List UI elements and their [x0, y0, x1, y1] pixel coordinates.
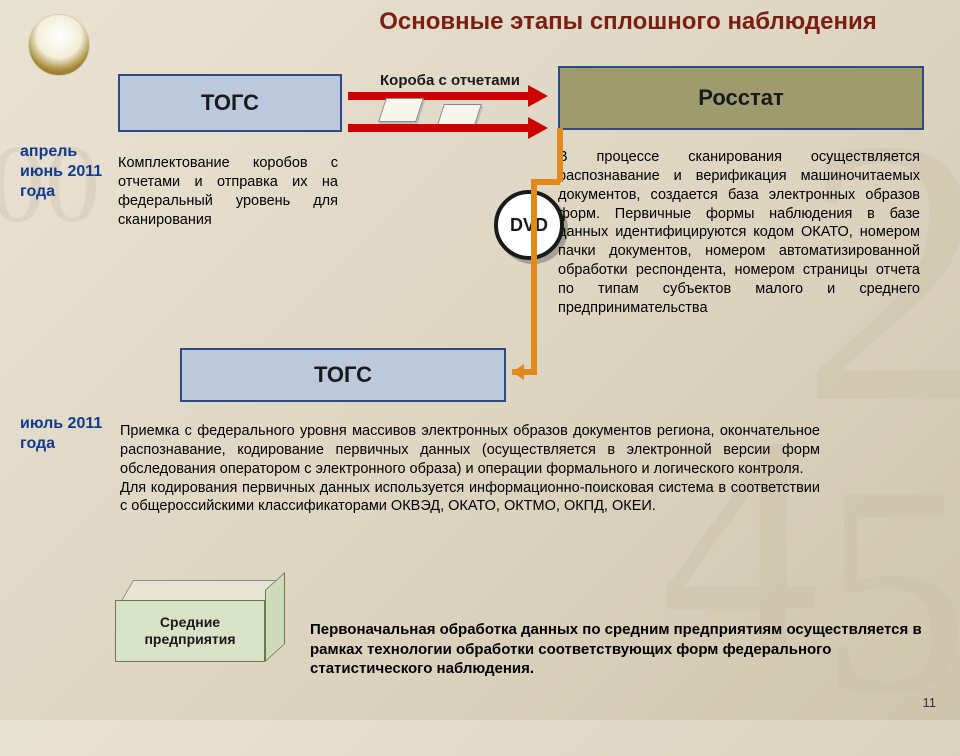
paper-box-icon [378, 98, 424, 122]
page-title: Основные этапы сплошного наблюдения [320, 8, 936, 36]
para-togc1: Комплектование коробов с отчетами и отпр… [118, 154, 338, 229]
box-togc-bottom: ТОГС [180, 348, 506, 402]
date-label-2: июль 2011 года [20, 414, 110, 454]
page-number: 11 [923, 695, 937, 710]
para-rosstat: В процессе сканирования осуществляется р… [558, 148, 920, 318]
emblem-icon [28, 14, 90, 76]
box-rosstat: Росстат [558, 66, 924, 130]
dvd-icon: DVD [494, 190, 564, 260]
arrow-caption: Короба с отчетами [360, 72, 540, 89]
cube-medium-enterprises: Средние предприятия [115, 580, 275, 670]
box-togc-top: ТОГС [118, 74, 342, 132]
para-footer: Первоначальная обработка данных по средн… [310, 620, 930, 679]
date-label-1: апрель июнь 2011 года [20, 142, 110, 202]
para-togc2: Приемка с федерального уровня массивов э… [120, 422, 820, 516]
para-togc2-a: Приемка с федерального уровня массивов э… [120, 423, 820, 477]
para-togc2-b: Для кодирования первичных данных использ… [120, 480, 820, 515]
cube-label: Средние предприятия [115, 600, 265, 662]
